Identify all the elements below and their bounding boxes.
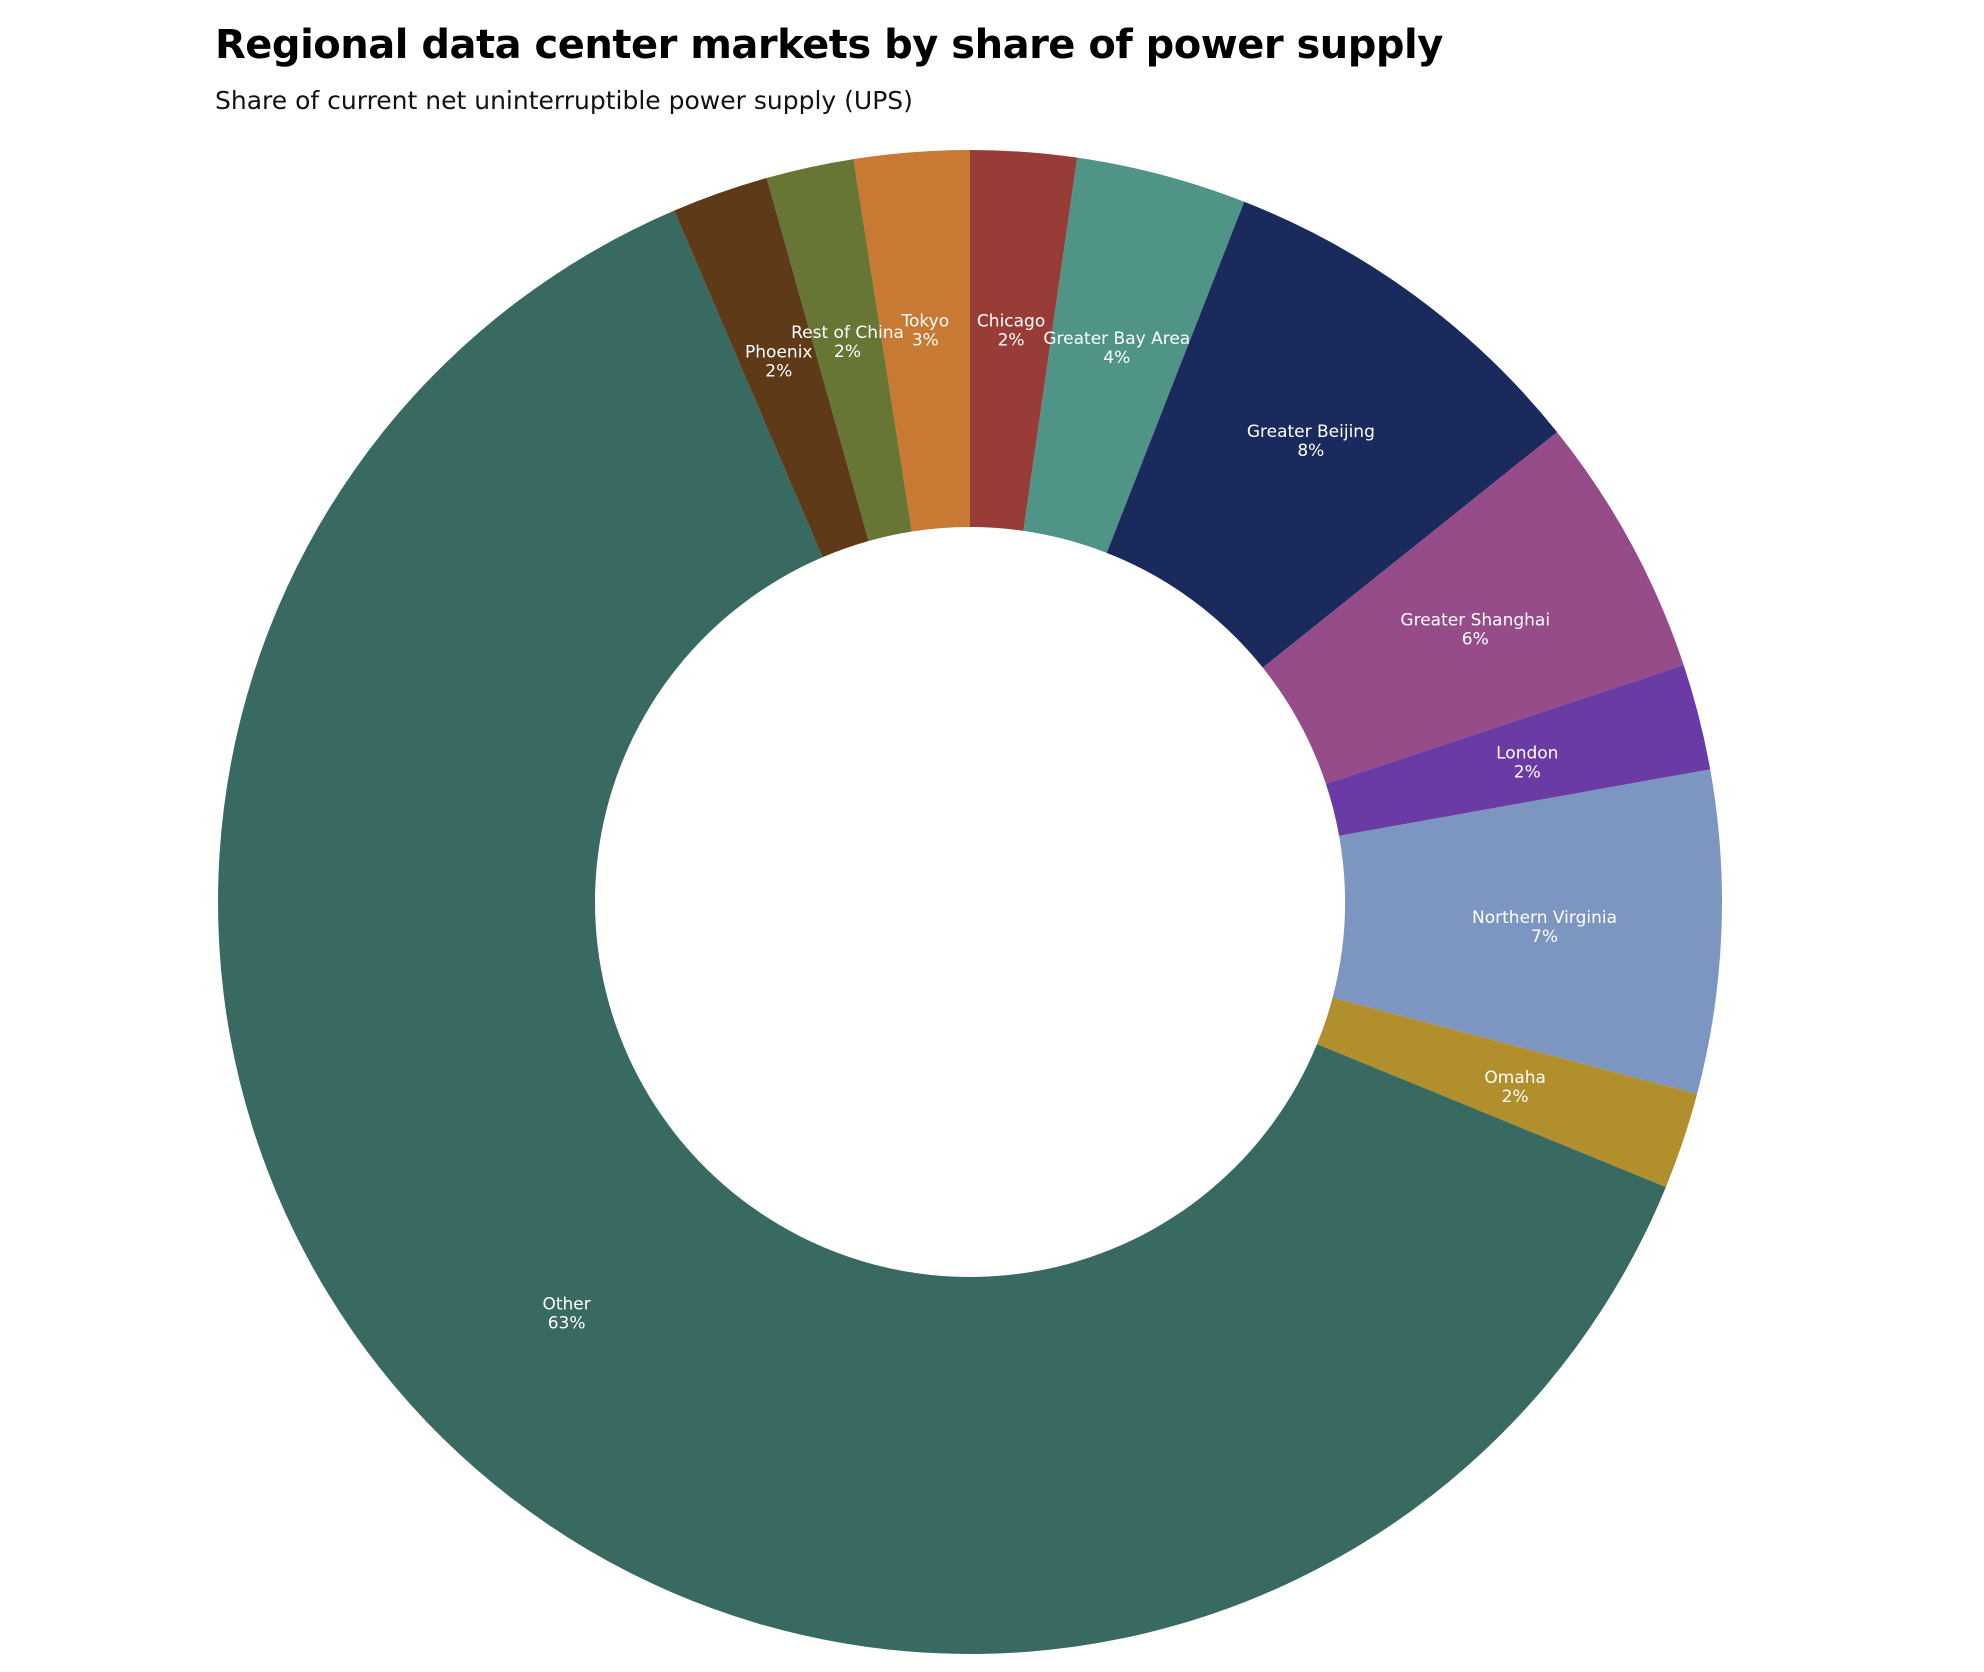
slice-label-phoenix: Phoenix 2%: [745, 343, 812, 382]
slice-other: [217, 210, 1666, 1655]
slice-percent: 63%: [548, 1314, 586, 1334]
slice-london: [1325, 665, 1711, 836]
donut-labels: Chicago 2% Greater Bay Area 4%Greater Beiji…: [542, 311, 1617, 1333]
slice-label-chicago: Chicago 2%: [977, 311, 1045, 350]
slice-percent: 3%: [912, 331, 939, 351]
slice-name: Omaha: [1484, 1068, 1546, 1088]
slice-percent: 2%: [1502, 1087, 1529, 1107]
slice-name: Phoenix: [745, 343, 812, 363]
slice-label-tokyo: Tokyo 3%: [901, 312, 950, 351]
slice-percent: 2%: [765, 362, 792, 382]
slice-percent: 2%: [998, 330, 1025, 350]
slice-name: Chicago: [977, 311, 1045, 331]
slice-label-other: Other 63%: [542, 1295, 590, 1334]
slice-name: Rest of China: [791, 323, 904, 343]
slice-label-omaha: Omaha 2%: [1484, 1068, 1546, 1107]
slice-label-london: London 2%: [1496, 743, 1558, 782]
slice-label-greater-shanghai: Greater Shanghai 6%: [1400, 611, 1550, 650]
slice-percent: 4%: [1103, 348, 1130, 368]
slice-omaha: [1317, 997, 1698, 1188]
slice-greater-bay-area: [1023, 157, 1245, 553]
donut-slices: [217, 150, 1722, 1655]
slice-rest-of-china: [766, 159, 912, 541]
chart-subtitle: Share of current net uninterruptible pow…: [215, 86, 913, 115]
slice-northern-virginia: [1332, 769, 1722, 1094]
slice-chicago: [970, 150, 1078, 531]
slice-name: Greater Bay Area: [1043, 329, 1190, 349]
slice-name: Northern Virginia: [1472, 908, 1617, 928]
slice-percent: 8%: [1297, 441, 1324, 461]
slice-greater-shanghai: [1262, 432, 1684, 784]
slice-label-greater-beijing: Greater Beijing 8%: [1247, 422, 1375, 461]
slice-label-northern-virginia: Northern Virginia 7%: [1472, 908, 1617, 947]
slice-tokyo: [853, 150, 970, 532]
slice-name: Other: [542, 1295, 590, 1315]
slice-percent: 2%: [1514, 762, 1541, 782]
slice-label-rest-of-china: Rest of China 2%: [791, 323, 904, 362]
slice-phoenix: [674, 177, 869, 558]
chart-title: Regional data center markets by share of…: [215, 22, 1443, 68]
slice-percent: 6%: [1462, 630, 1489, 650]
slice-greater-beijing: [1106, 201, 1558, 668]
slice-percent: 7%: [1531, 927, 1558, 947]
slice-name: London: [1496, 743, 1558, 763]
slice-name: Greater Shanghai: [1400, 611, 1550, 631]
slice-percent: 2%: [834, 342, 861, 362]
slice-name: Tokyo: [901, 312, 950, 332]
slice-label-greater-bay-area: Greater Bay Area 4%: [1043, 329, 1190, 368]
slice-name: Greater Beijing: [1247, 422, 1375, 442]
